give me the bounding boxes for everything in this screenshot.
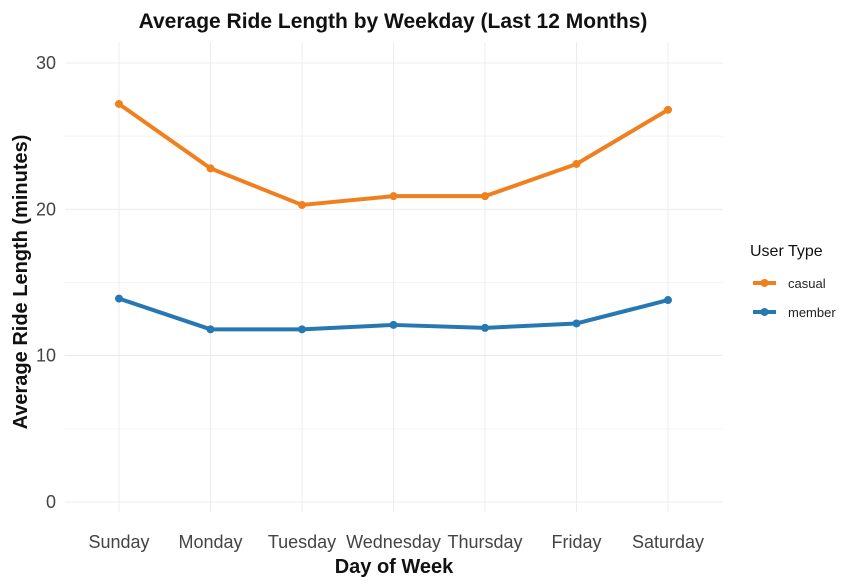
y-tick-label: 30 bbox=[36, 53, 56, 73]
legend-title: User Type bbox=[750, 243, 823, 260]
y-tick-label: 10 bbox=[36, 346, 56, 366]
data-point-casual bbox=[115, 99, 123, 108]
y-tick-label: 0 bbox=[46, 492, 56, 512]
x-tick-label: Monday bbox=[178, 532, 242, 552]
x-tick-label: Sunday bbox=[88, 532, 149, 552]
data-point-member bbox=[206, 325, 215, 334]
series-layer bbox=[115, 99, 672, 334]
data-point-casual bbox=[572, 159, 581, 168]
legend-key-point bbox=[760, 308, 769, 316]
chart-title: Average Ride Length by Weekday (Last 12 … bbox=[139, 10, 648, 33]
legend-key-point bbox=[760, 279, 769, 287]
legend-label: casual bbox=[788, 276, 826, 291]
data-point-member bbox=[481, 323, 489, 332]
grid bbox=[65, 42, 723, 512]
data-point-casual bbox=[298, 200, 306, 209]
y-axis-title: Average Ride Length (minutes) bbox=[10, 135, 32, 430]
data-point-casual bbox=[389, 192, 398, 201]
y-axis-ticks: 0 10 20 30 bbox=[36, 53, 56, 512]
data-point-member bbox=[664, 296, 672, 305]
legend-items: casual member bbox=[753, 276, 836, 320]
x-tick-label: Friday bbox=[551, 532, 601, 552]
data-point-casual bbox=[664, 105, 672, 114]
data-point-casual bbox=[206, 164, 215, 173]
y-tick-label: 20 bbox=[36, 199, 56, 219]
data-point-member bbox=[115, 294, 123, 303]
legend-label: member bbox=[788, 305, 836, 320]
x-tick-label: Tuesday bbox=[268, 532, 336, 552]
x-axis-ticks: Sunday Monday Tuesday Wednesday Thursday Frid… bbox=[88, 532, 704, 552]
x-axis-title: Day of Week bbox=[335, 556, 454, 578]
data-point-member bbox=[389, 320, 398, 329]
x-tick-label: Wednesday bbox=[346, 532, 441, 552]
data-point-member bbox=[572, 319, 581, 328]
x-tick-label: Saturday bbox=[632, 532, 704, 552]
data-point-casual bbox=[481, 192, 489, 201]
x-tick-label: Thursday bbox=[447, 532, 522, 552]
data-point-member bbox=[298, 325, 306, 334]
legend: User Type casual member bbox=[750, 243, 836, 320]
